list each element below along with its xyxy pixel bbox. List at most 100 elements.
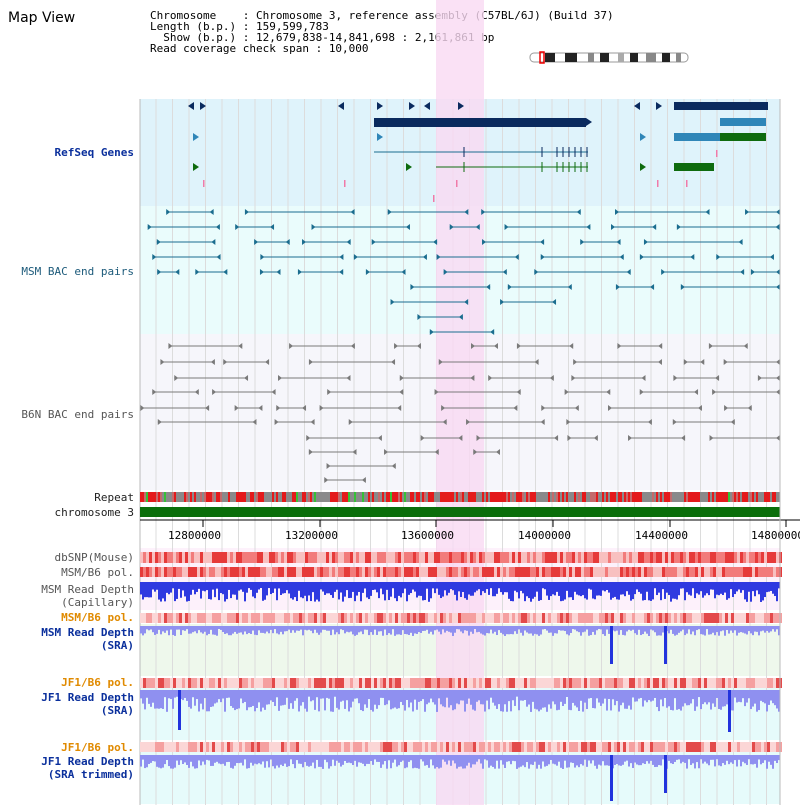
pol-cell: [467, 567, 470, 577]
pol-cell: [632, 742, 635, 752]
depth-bar: [362, 755, 364, 764]
repeat-block: [666, 492, 668, 502]
pol-cell: [533, 613, 536, 623]
pol-cell: [155, 552, 158, 563]
depth-bar: [386, 755, 388, 769]
depth-bar: [730, 582, 732, 590]
pol-cell: [653, 567, 656, 577]
track-label-msm-bac[interactable]: MSM BAC end pairs: [21, 265, 134, 278]
depth-bar: [170, 582, 172, 593]
track-label-b6n-bac[interactable]: B6N BAC end pairs: [21, 408, 134, 421]
depth-bar: [618, 582, 620, 600]
repeat-block: [430, 492, 432, 502]
depth-bar: [408, 582, 410, 595]
depth-bar: [768, 582, 770, 592]
pol-cell: [665, 567, 668, 577]
pol-cell: [149, 567, 152, 577]
repeat-block: [594, 492, 596, 502]
pol-cell: [665, 552, 668, 563]
depth-bar: [492, 582, 494, 597]
pol-cell: [326, 552, 329, 563]
pol-cell: [347, 678, 350, 688]
pol-cell: [323, 678, 326, 688]
pol-cell: [446, 678, 449, 688]
depth-bar: [444, 690, 446, 708]
depth-bar: [508, 690, 510, 702]
bac-end: [140, 405, 145, 411]
track-label-refseq[interactable]: RefSeq Genes: [54, 146, 134, 159]
depth-bar: [182, 690, 184, 701]
pol-cell: [713, 742, 716, 752]
depth-spike: [610, 626, 613, 664]
bac-end: [534, 269, 539, 275]
depth-bar: [154, 755, 156, 762]
depth-bar: [472, 626, 474, 634]
pol-cell: [554, 613, 557, 623]
pol-cell: [368, 613, 371, 623]
repeat-block: [368, 492, 370, 502]
bac-end: [549, 375, 554, 381]
depth-bar: [352, 582, 354, 592]
pol-cell: [647, 613, 650, 623]
depth-bar: [416, 582, 418, 598]
repeat-block: [706, 492, 708, 502]
repeat-block: [212, 492, 214, 502]
pol-cell: [143, 552, 146, 563]
repeat-block: [398, 492, 400, 502]
depth-spike: [178, 690, 181, 730]
pol-cell: [287, 613, 290, 623]
pol-cell: [416, 567, 419, 577]
axis-tick-label: 14800000: [751, 529, 800, 542]
repeat-block: [470, 492, 472, 502]
repeat-block: [638, 492, 640, 502]
bac-end: [270, 224, 275, 230]
pol-cell: [269, 552, 272, 563]
depth-bar: [600, 626, 602, 630]
pol-cell: [158, 567, 161, 577]
pol-cell: [251, 742, 254, 752]
pol-cell: [656, 567, 659, 577]
bac-end: [302, 405, 307, 411]
pol-cell: [578, 552, 581, 563]
pol-cell: [416, 613, 419, 623]
depth-bar: [222, 626, 224, 633]
pol-cell: [704, 742, 707, 752]
pol-cell: [632, 613, 635, 623]
pol-cell: [254, 552, 257, 563]
pol-cell: [413, 678, 416, 688]
pol-cell: [575, 613, 578, 623]
depth-bar: [244, 582, 246, 602]
repeat-block: [536, 492, 538, 502]
depth-spike: [610, 755, 613, 801]
repeat-block: [446, 492, 448, 502]
depth-bar: [598, 582, 600, 596]
depth-bar: [224, 690, 226, 712]
pol-cell: [512, 552, 515, 563]
pol-cell: [635, 567, 638, 577]
pol-cell: [620, 678, 623, 688]
pol-cell: [365, 613, 368, 623]
refseq-tick: [344, 180, 346, 187]
pol-cell: [464, 567, 467, 577]
pol-cell: [569, 567, 572, 577]
pol-cell: [386, 552, 389, 563]
repeat-block: [546, 492, 548, 502]
pol-cell: [533, 552, 536, 563]
pol-cell: [644, 552, 647, 563]
depth-bar: [404, 626, 406, 635]
depth-bar: [384, 690, 386, 706]
pol-cell: [401, 613, 404, 623]
depth-bar: [382, 690, 384, 698]
depth-bar: [220, 690, 222, 703]
track-label-msm-b6-pol-2: MSM/B6 pol.: [61, 611, 134, 624]
repeat-block: [532, 492, 534, 502]
pol-cell: [626, 552, 629, 563]
pol-cell: [542, 742, 545, 752]
pol-cell: [362, 552, 365, 563]
refseq-gene-green-2: [720, 133, 766, 141]
pol-cell: [335, 613, 338, 623]
depth-bar: [392, 755, 394, 763]
pol-cell: [473, 678, 476, 688]
pol-cell: [317, 552, 320, 563]
